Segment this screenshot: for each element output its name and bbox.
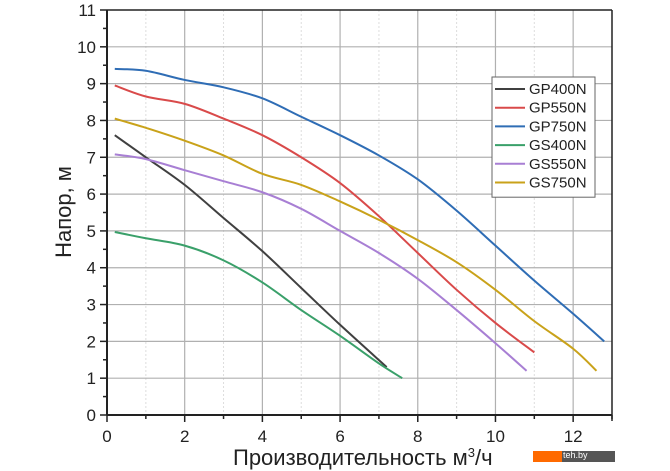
legend-label: GS750N [529, 175, 587, 192]
x-tick-label: 12 [564, 427, 583, 446]
x-tick-label: 0 [102, 427, 111, 446]
x-axis-title: Производительность м3/ч [233, 445, 493, 470]
y-tick-label: 7 [87, 148, 96, 167]
x-tick-label: 10 [486, 427, 505, 446]
y-tick-label: 0 [87, 406, 96, 425]
x-tick-label: 8 [413, 427, 422, 446]
series-line-gp400n [114, 134, 388, 368]
y-tick-label: 8 [87, 111, 96, 130]
grid [107, 10, 612, 415]
series-line-gs550n [114, 153, 528, 372]
series-line-gp550n [114, 84, 535, 354]
legend-label: GP400N [529, 81, 587, 98]
y-tick-label: 1 [87, 369, 96, 388]
legend-box [491, 76, 596, 198]
legend-label: GS400N [529, 137, 587, 154]
x-tick-label: 4 [258, 427, 267, 446]
series-line-gs400n [114, 231, 403, 380]
y-tick-label: 3 [87, 296, 96, 315]
legend-label: GS550N [529, 156, 587, 173]
series-line-gp750n [114, 67, 605, 343]
y-tick-label: 11 [78, 1, 96, 20]
legend-label: GP750N [529, 118, 587, 135]
y-axis-title: Напор, м [51, 166, 76, 258]
legend-label: GP550N [529, 100, 587, 117]
y-tick-label: 10 [77, 38, 96, 57]
watermark-bar [533, 451, 562, 462]
y-tick-label: 2 [87, 332, 96, 351]
series-line-gs750n [114, 117, 598, 372]
x-tick-label: 2 [180, 427, 189, 446]
y-tick-label: 6 [87, 185, 96, 204]
axes [100, 9, 613, 422]
x-tick-label: 6 [335, 427, 344, 446]
y-tick-label: 5 [87, 222, 96, 241]
watermark-text: teh.by [563, 450, 588, 460]
series-group [114, 67, 605, 380]
y-tick-label: 4 [87, 259, 96, 278]
watermark-logo: teh.by [533, 450, 615, 462]
y-tick-label: 9 [87, 75, 96, 94]
